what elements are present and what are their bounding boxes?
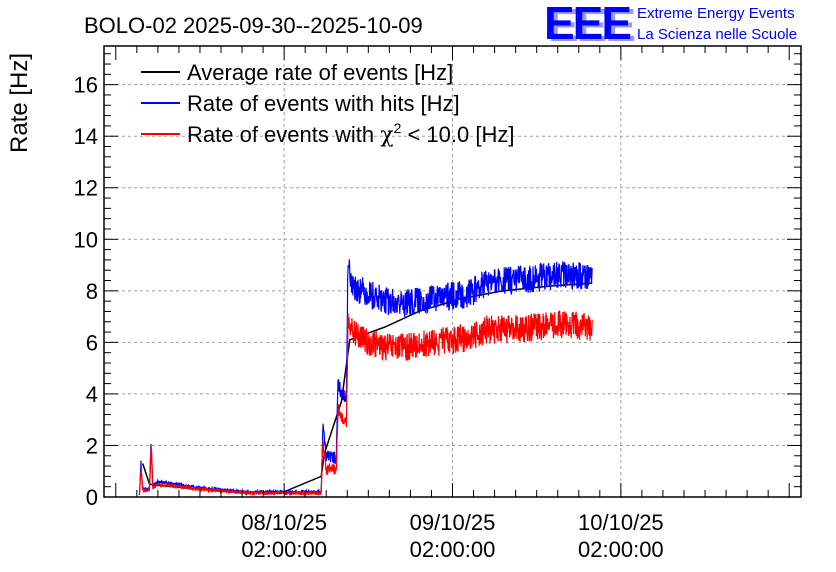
y-tick-label: 0 xyxy=(86,485,98,510)
legend-chi2-exponent: 2 xyxy=(394,120,402,136)
y-tick-label: 2 xyxy=(86,433,98,458)
x-tick-label-time: 02:00:00 xyxy=(410,537,496,562)
chart-title: BOLO-02 2025-09-30--2025-10-09 xyxy=(84,13,423,38)
series-layer xyxy=(138,259,593,497)
x-tick-label-date: 09/10/25 xyxy=(410,510,496,535)
logo-letters-shadow: EEE xyxy=(548,0,634,51)
tick-labels: 024681012141608/10/2502:00:0009/10/2502:… xyxy=(74,73,664,562)
legend: Average rate of events [Hz] Rate of even… xyxy=(141,60,514,148)
legend-label-chi2: Rate of events with χ2 < 10.0 [Hz] xyxy=(187,120,514,148)
y-tick-label: 10 xyxy=(74,227,98,252)
logo-line-1: Extreme Energy Events xyxy=(637,5,795,22)
x-tick-label-date: 08/10/25 xyxy=(241,510,327,535)
y-tick-label: 8 xyxy=(86,279,98,304)
y-tick-label: 12 xyxy=(74,176,98,201)
x-tick-label-date: 10/10/25 xyxy=(578,510,664,535)
legend-label-average: Average rate of events [Hz] xyxy=(187,60,453,85)
legend-chi2-suffix: < 10.0 [Hz] xyxy=(401,122,514,147)
series-line-average xyxy=(141,282,593,494)
y-tick-label: 14 xyxy=(74,124,98,149)
ticks xyxy=(104,46,801,498)
y-axis-label: Rate [Hz] xyxy=(6,53,33,153)
eee-logo: EEE EEE Extreme Energy Events La Scienza… xyxy=(544,0,797,51)
series-1 xyxy=(138,259,593,496)
series-line-chi2 xyxy=(138,310,593,497)
legend-label-hits: Rate of events with hits [Hz] xyxy=(187,91,460,116)
series-0 xyxy=(141,282,593,494)
x-tick-label-time: 02:00:00 xyxy=(241,537,327,562)
series-2 xyxy=(138,310,593,497)
y-tick-label: 6 xyxy=(86,330,98,355)
logo-letters: EEE xyxy=(544,0,630,49)
y-tick-label: 4 xyxy=(86,382,98,407)
x-tick-label-time: 02:00:00 xyxy=(578,537,664,562)
logo-line-2: La Scienza nelle Scuole xyxy=(637,26,797,43)
legend-chi2-symbol: χ xyxy=(380,123,393,148)
legend-chi2-prefix: Rate of events with xyxy=(187,122,380,147)
y-tick-label: 16 xyxy=(74,73,98,98)
series-line-hits xyxy=(138,259,593,496)
